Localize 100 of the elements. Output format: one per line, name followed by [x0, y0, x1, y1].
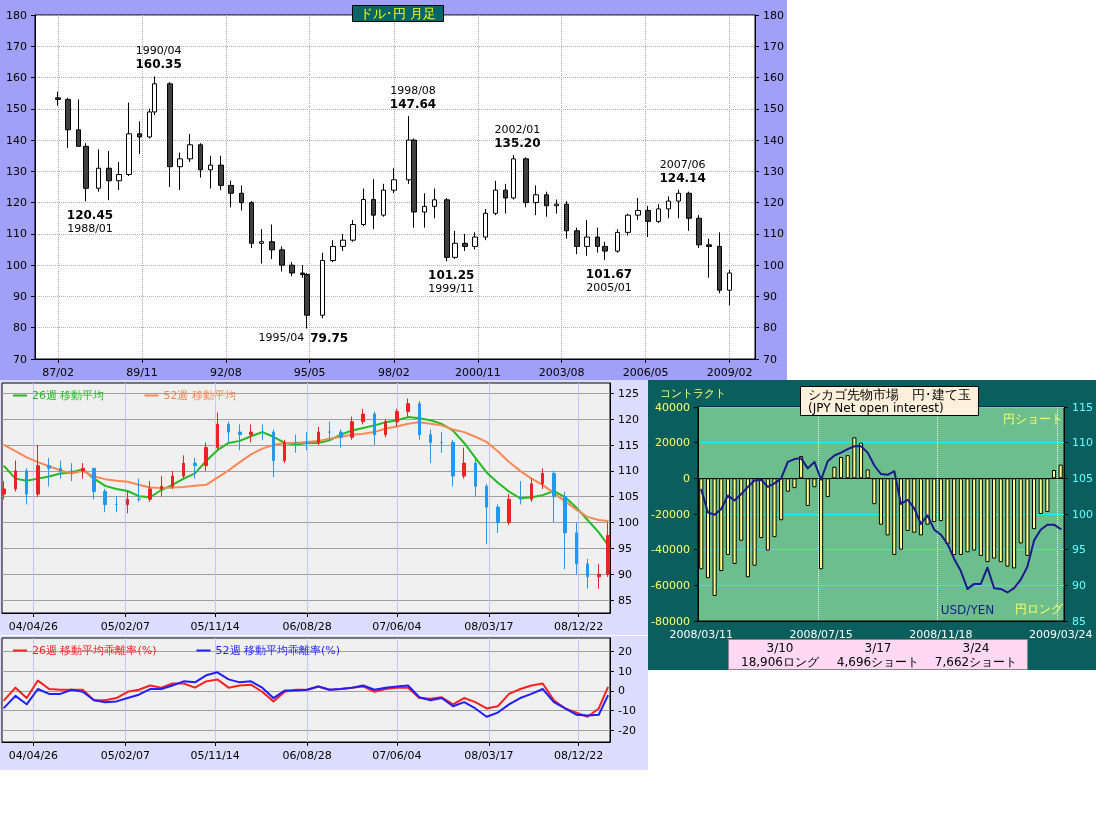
y2-tick-label: 115	[1072, 400, 1093, 414]
annotation: 2002/01	[494, 123, 541, 137]
candlestick	[493, 180, 498, 216]
annotation: 101.25	[428, 268, 475, 283]
candlestick	[76, 98, 81, 147]
annotation: 2007/06	[659, 157, 706, 171]
candlestick	[320, 252, 325, 319]
candlestick	[574, 227, 580, 255]
candlestick	[208, 155, 213, 190]
candlestick	[115, 496, 118, 513]
candlestick	[511, 154, 516, 201]
y2-tick-label: 95	[1072, 543, 1086, 557]
candlestick	[676, 189, 681, 219]
x-tick-label: 07/06/04	[372, 749, 422, 762]
candlestick	[361, 408, 365, 425]
candlestick	[171, 470, 174, 490]
y-tick-label: 0	[618, 684, 625, 698]
x-tick-label: 08/12/22	[553, 620, 604, 633]
candlestick	[14, 460, 17, 493]
legend-label: 52週 移動平均乖離率(%)	[215, 644, 341, 657]
annotation: 101.67	[585, 266, 633, 281]
y-tick-label: 40000	[654, 400, 690, 414]
y-tick-label: -20000	[650, 507, 690, 521]
candlestick	[507, 493, 511, 526]
x-tick-label: 08/03/17	[464, 620, 514, 633]
candlestick	[429, 429, 432, 464]
y-tick-label: 170	[6, 39, 27, 53]
y-tick-label: 70	[13, 352, 27, 366]
candlestick	[177, 152, 183, 191]
annotation: 1999/11	[428, 282, 475, 296]
y-tick-label: 115	[618, 438, 639, 452]
x-tick-label: 2003/08	[538, 366, 585, 379]
candlestick	[381, 183, 386, 218]
candlestick	[36, 444, 40, 498]
y2-tick-label: 180	[763, 8, 784, 22]
y-tick-label: 160	[6, 71, 27, 85]
candlestick	[444, 197, 450, 262]
y2-tick-label: 160	[763, 71, 784, 85]
candlestick	[238, 423, 242, 451]
y-tick-label: -40000	[650, 543, 690, 557]
candlestick	[472, 231, 478, 251]
candlestick	[645, 205, 651, 238]
candlestick	[239, 184, 244, 211]
candlestick	[584, 219, 590, 257]
candlestick	[259, 228, 264, 265]
candlestick	[371, 178, 376, 230]
annotation: 円ショート	[1003, 412, 1063, 426]
annotation: 2005/01	[586, 280, 632, 294]
x-tick-label: 05/02/07	[100, 620, 151, 633]
x-tick-label: 07/06/04	[372, 620, 422, 633]
x-tick-label: 08/03/17	[464, 749, 514, 762]
candlestick	[317, 426, 320, 446]
y-tick-label: -60000	[650, 578, 690, 592]
y-tick-label: -80000	[650, 614, 690, 628]
candlestick	[193, 457, 197, 480]
candlestick	[47, 457, 51, 487]
candlestick	[25, 467, 28, 505]
candlestick	[597, 563, 601, 590]
candlestick	[361, 188, 366, 227]
line-series	[3, 421, 609, 522]
x-tick-label: 2009/02	[706, 366, 753, 379]
y2-tick-label: 80	[763, 321, 777, 335]
candlestick	[544, 191, 549, 218]
x-tick-label: 98/02	[378, 366, 410, 379]
candlestick	[106, 150, 112, 201]
candlestick	[496, 503, 500, 534]
candlestick	[339, 429, 343, 449]
x-tick-label: 2000/11	[454, 366, 501, 379]
line-series	[3, 416, 609, 546]
x-tick-label: 2006/05	[622, 366, 669, 379]
y-tick-label: 20	[618, 645, 632, 659]
candlestick	[586, 558, 589, 590]
y2-tick-label: 70	[763, 352, 777, 366]
candlestick	[59, 460, 62, 480]
y-tick-label: 110	[6, 227, 27, 241]
y2-tick-label: 170	[763, 39, 784, 53]
candlestick	[503, 183, 508, 215]
y-tick-label: 90	[618, 567, 632, 581]
x-tick-label: 92/08	[210, 366, 242, 379]
annotation: 1988/01	[67, 222, 113, 236]
candlestick	[160, 475, 163, 498]
candlestick	[575, 522, 578, 575]
x-tick-label: 87/02	[42, 366, 74, 379]
y-tick-label: 80	[13, 321, 27, 335]
series-label: USD/YEN	[940, 602, 995, 617]
candlestick	[533, 184, 539, 216]
candlestick	[328, 421, 331, 441]
candlestick	[249, 200, 254, 249]
x-tick-label: 95/05	[293, 366, 326, 379]
annotation: 79.75	[310, 330, 349, 345]
y-tick-label: 105	[618, 490, 639, 504]
candlestick	[717, 231, 722, 294]
candlestick	[391, 167, 397, 194]
candlestick	[552, 470, 556, 524]
candlestick	[564, 200, 569, 240]
candlestick	[65, 97, 71, 149]
annotation: 円ロング	[1015, 602, 1064, 616]
candlestick	[462, 447, 466, 480]
candlestick	[96, 148, 101, 193]
annotation: 1995/04	[258, 330, 305, 344]
